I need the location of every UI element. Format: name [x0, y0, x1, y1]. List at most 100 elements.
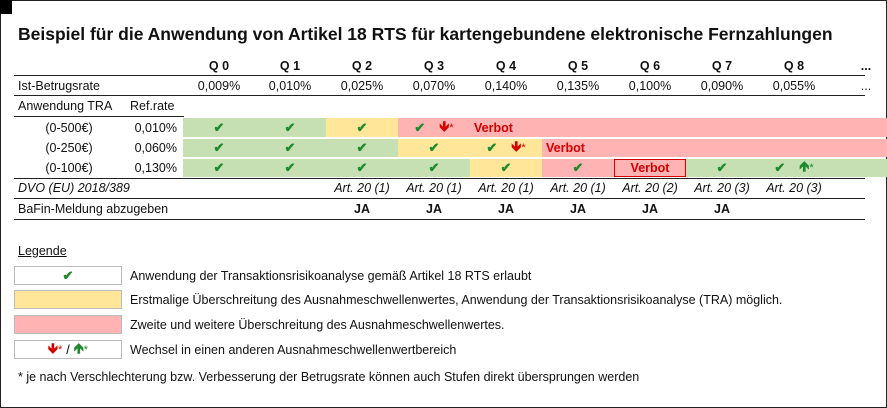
tra-cell	[830, 159, 887, 177]
dvo-value	[254, 178, 326, 198]
check-icon: ✔	[500, 160, 512, 175]
dvo-label: DVO (EU) 2018/389	[18, 181, 130, 195]
bafin-value	[254, 198, 326, 219]
tra-range-label: (0-100€)	[45, 161, 93, 175]
footnote: * je nach Verschlechterung bzw. Verbesse…	[18, 370, 640, 384]
dvo-value: Art. 20 (2)	[622, 181, 678, 195]
dvo-value	[830, 178, 887, 198]
dvo-value: Art. 20 (1)	[334, 181, 390, 195]
check-icon: ✔	[213, 160, 225, 175]
verbot-label: Verbot	[474, 120, 513, 135]
dvo-value: Art. 20 (1)	[406, 181, 462, 195]
tra-cell: ✔	[542, 159, 614, 177]
bafin-label: BaFin-Meldung abzugeben	[18, 201, 169, 216]
tra-cell	[758, 139, 830, 157]
tra-cell	[686, 139, 758, 157]
arrow-down-icon: 🡻	[511, 138, 522, 154]
tra-cell: ✔ 🡹 *	[758, 158, 830, 177]
check-icon: ✔	[414, 119, 426, 135]
ist-value: 0,070%	[412, 78, 456, 93]
check-icon: ✔	[356, 119, 368, 135]
asterisk-icon: *	[521, 142, 526, 154]
tra-range-label: (0-250€)	[45, 141, 93, 155]
bafin-value: JA	[498, 201, 514, 216]
ist-value: 0,055%	[772, 78, 816, 93]
arrow-down-icon: 🡻	[47, 339, 58, 356]
verbot-label: Verbot	[630, 161, 670, 175]
dvo-value: Art. 20 (3)	[694, 181, 750, 195]
asterisk-icon: *	[449, 121, 454, 134]
tra-cell: ✔	[326, 139, 398, 157]
legend-swatch-allowed: ✔	[14, 266, 122, 285]
check-icon: ✔	[284, 119, 296, 135]
tra-ref-value: 0,010%	[134, 120, 177, 135]
tra-bottom-divider	[14, 178, 865, 179]
tra-cell: ✔	[326, 159, 398, 177]
tra-cell: ✔	[183, 139, 255, 157]
check-icon: ✔	[213, 140, 225, 155]
arrow-down-icon: 🡻	[439, 117, 450, 134]
tra-cell	[758, 118, 830, 137]
check-icon: ✔	[428, 140, 440, 155]
check-icon: ✔	[213, 119, 225, 135]
tra-cell: Verbot	[470, 118, 542, 137]
column-header: Q 2	[351, 58, 373, 73]
bafin-value	[183, 198, 255, 219]
ist-value: 0,025%	[340, 78, 384, 93]
check-icon: ✔	[428, 160, 440, 175]
column-header: Q 5	[567, 58, 589, 73]
dvo-value: Art. 20 (3)	[766, 181, 822, 195]
check-icon: ✔	[356, 140, 368, 155]
asterisk-icon: *	[57, 343, 63, 356]
tra-cell: ✔	[398, 139, 470, 157]
legend-swatch-change: 🡻 * / 🡹 *	[14, 340, 122, 359]
ist-value: 0,135%	[556, 78, 600, 93]
tra-cell: ✔ 🡻 *	[470, 138, 542, 157]
tra-cell	[614, 139, 686, 157]
tra-range-label: (0-500€)	[45, 120, 93, 135]
page-title: Beispiel für die Anwendung von Artikel 1…	[18, 24, 833, 44]
ist-divider	[14, 95, 865, 96]
tra-cell: ✔	[398, 159, 470, 177]
column-header: Q 0	[208, 58, 230, 73]
ist-value: 0,100%	[628, 78, 672, 93]
bafin-divider	[14, 219, 865, 220]
check-icon: ✔	[716, 160, 728, 175]
tra-label: Anwendung TRA	[18, 99, 113, 113]
column-header: ...	[860, 58, 872, 73]
tra-ref-value: 0,130%	[134, 161, 177, 175]
asterisk-icon: *	[83, 343, 89, 356]
tra-cell: Verbot	[542, 139, 614, 157]
verbot-label: Verbot	[546, 141, 585, 155]
ist-value: 0,009%	[197, 78, 241, 93]
tra-cell	[686, 118, 758, 137]
column-header: Q 1	[279, 58, 301, 73]
check-icon: ✔	[774, 160, 786, 175]
tra-divider	[14, 116, 184, 117]
arrow-up-icon: 🡹	[73, 339, 84, 356]
tra-cell: ✔ 🡻 *	[398, 118, 470, 137]
bafin-value: JA	[642, 201, 658, 216]
tra-cell: ✔	[183, 159, 255, 177]
ist-value: 0,010%	[268, 78, 312, 93]
bafin-value	[830, 198, 887, 219]
tra-cell	[542, 118, 614, 137]
check-icon: ✔	[572, 160, 584, 175]
tra-cell: ✔	[326, 118, 398, 137]
tra-cell: ✔	[686, 159, 758, 177]
bafin-value: JA	[354, 201, 370, 216]
check-icon: ✔	[284, 140, 296, 155]
bafin-value: JA	[426, 201, 442, 216]
tra-cell: ✔	[254, 118, 326, 137]
column-header: Q 4	[495, 58, 517, 73]
bafin-value: JA	[714, 201, 730, 216]
legend-text-change: Wechsel in einen anderen Ausnahmeschwell…	[130, 343, 457, 357]
tra-cell	[614, 118, 686, 137]
dvo-value	[183, 178, 255, 198]
check-icon: ✔	[62, 267, 74, 283]
legend-text-first-exceed: Erstmalige Überschreitung des Ausnahmesc…	[130, 293, 783, 307]
corner-marker	[0, 0, 12, 14]
tra-cell: ✔	[183, 118, 255, 137]
tra-cell	[830, 118, 887, 137]
